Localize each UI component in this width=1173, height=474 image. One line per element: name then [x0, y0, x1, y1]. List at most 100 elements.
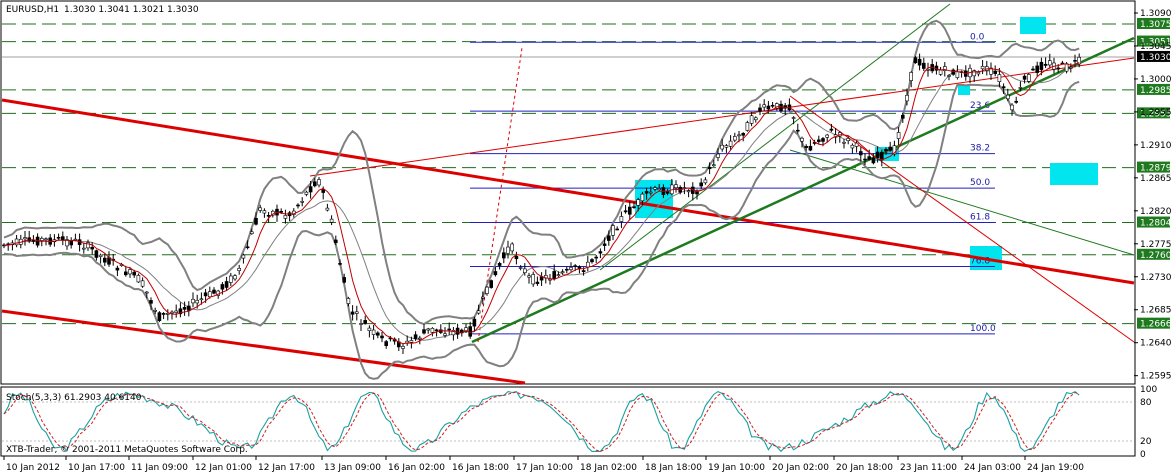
stoch-panel-frame: [0, 386, 1136, 457]
candle-body: [728, 140, 733, 147]
stoch-tick-label: 80: [1140, 398, 1152, 408]
candle-body: [166, 313, 170, 315]
candle-body: [224, 281, 229, 288]
level-price-tag: [1137, 317, 1170, 329]
candle-body: [627, 206, 632, 215]
level-price-label: 1.2804: [1140, 219, 1172, 229]
candle-body: [1064, 63, 1069, 72]
candle-body: [367, 327, 372, 332]
candle-body: [86, 242, 90, 249]
candle-body: [266, 215, 271, 217]
candle-body: [254, 217, 258, 225]
candle-body: [308, 186, 313, 193]
level-price-label: 1.2879: [1140, 164, 1172, 174]
red-trend-down: [789, 95, 1135, 343]
candle-body: [98, 254, 103, 257]
fib-level-label: 100.0: [970, 324, 996, 334]
candle-body: [510, 243, 515, 252]
x-tick-label: 17 Jan 10:00: [516, 463, 573, 473]
candle-body: [884, 149, 888, 152]
fib-level-label: 50.0: [970, 178, 990, 188]
y-tick-label: 1.2640: [1140, 339, 1172, 349]
candle-body: [493, 271, 498, 276]
candle-body: [90, 246, 94, 250]
candle-body: [451, 330, 456, 336]
green-trend-thin: [599, 3, 951, 271]
y-tick-label: 1.3000: [1140, 75, 1172, 85]
bollinger-middle: [3, 64, 1080, 341]
candle-body: [581, 270, 586, 272]
candle-body: [598, 251, 603, 254]
candle-body: [615, 228, 620, 231]
candle-body: [753, 117, 758, 121]
candle-body: [157, 312, 162, 321]
stoch-tick-label: 0: [1140, 450, 1146, 460]
candle-body: [447, 328, 452, 331]
candle-body: [850, 144, 855, 149]
moving-average: [3, 62, 1080, 345]
candle-body: [779, 103, 783, 112]
candle-body: [699, 182, 704, 187]
x-tick-label: 10 Jan 2012: [6, 463, 60, 473]
candle-body: [737, 134, 741, 137]
fib-level-label: 38.2: [970, 144, 990, 154]
candle-body: [14, 238, 19, 246]
candle-body: [522, 268, 527, 273]
candle-body: [858, 151, 863, 156]
candle-body: [312, 181, 317, 187]
candle-body: [220, 284, 225, 290]
candle-body: [304, 191, 309, 195]
x-tick-label: 19 Jan 10:00: [708, 463, 765, 473]
candle-body: [464, 327, 468, 331]
y-tick-label: 1.2865: [1140, 174, 1172, 184]
candle-body: [585, 261, 590, 268]
candle-body: [1001, 86, 1006, 89]
current-price-label: 1.3030: [1140, 53, 1172, 63]
candle-body: [132, 271, 136, 276]
candle-body: [531, 274, 536, 285]
candle-body: [434, 329, 439, 332]
candle-body: [1077, 57, 1081, 65]
fib-level-label: 76.8: [970, 257, 990, 267]
y-tick-label: 1.3045: [1140, 42, 1172, 52]
x-tick-label: 12 Jan 01:00: [195, 463, 252, 473]
candle-body: [871, 157, 876, 164]
fib-level-label: 23.6: [970, 101, 990, 111]
candle-body: [720, 144, 725, 150]
current-price-tag: [1137, 50, 1170, 62]
level-price-label: 1.2953: [1140, 109, 1172, 119]
candle-body: [237, 268, 241, 271]
candle-body: [333, 239, 338, 244]
candle-body: [724, 145, 729, 148]
x-tick-label: 20 Jan 18:00: [836, 463, 893, 473]
candle-body: [548, 278, 552, 281]
highlight-box: [1020, 17, 1046, 34]
x-tick-label: 18 Jan 02:00: [580, 463, 637, 473]
candle-body: [711, 164, 716, 167]
candle-body: [250, 231, 254, 234]
candle-body: [258, 207, 263, 211]
red-trend-thin: [309, 57, 1135, 177]
candle-body: [674, 184, 678, 189]
candle-body: [1027, 74, 1031, 82]
candle-body: [951, 69, 956, 75]
candle-body: [359, 323, 363, 325]
candle-body: [863, 158, 867, 161]
candle-body: [182, 307, 187, 310]
chart-symbol: EURUSD,H1: [6, 5, 59, 15]
candle-body: [590, 259, 594, 263]
candle-body: [468, 326, 473, 337]
x-tick-label: 24 Jan 03:00: [964, 463, 1021, 473]
highlight-box: [958, 85, 970, 95]
stoch-main-line: [3, 390, 1080, 453]
level-price-tag: [1137, 107, 1170, 119]
candle-body: [917, 58, 922, 66]
candle-body: [1069, 67, 1073, 69]
candle-body: [506, 246, 510, 254]
candle-body: [480, 296, 485, 299]
candle-body: [296, 204, 300, 207]
candle-body: [800, 137, 804, 142]
candle-body: [989, 67, 993, 75]
bollinger-upper: [3, 19, 1080, 326]
candle-body: [501, 252, 506, 259]
